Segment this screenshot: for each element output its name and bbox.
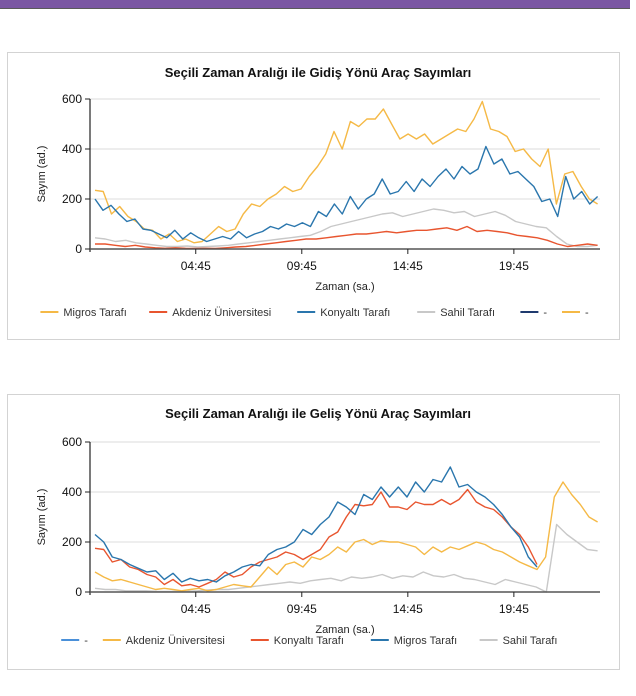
y-tick-label: 200 xyxy=(62,535,82,549)
x-tick-label: 19:45 xyxy=(499,259,529,273)
series-line-migros-tarafı[interactable] xyxy=(94,466,538,583)
legend-item[interactable]: - xyxy=(562,307,589,319)
series-line-akdeniz-üniversitesi[interactable] xyxy=(94,481,598,592)
chart-title: Seçili Zaman Aralığı ile Gidiş Yönü Araç… xyxy=(165,65,472,80)
x-axis-title: Zaman (sa.) xyxy=(315,281,374,293)
legend-item[interactable]: Migros Tarafı xyxy=(370,635,457,647)
legend-label: Sahil Tarafı xyxy=(440,307,495,319)
legend-label: - xyxy=(543,307,547,319)
x-tick-label: 14:45 xyxy=(393,602,423,616)
x-axis-title: Zaman (sa.) xyxy=(315,624,374,636)
y-tick-label: 200 xyxy=(62,192,82,206)
chart-title: Seçili Zaman Aralığı ile Geliş Yönü Araç… xyxy=(165,406,471,421)
chart-panel-border xyxy=(7,394,620,670)
legend-item[interactable]: - xyxy=(61,635,88,647)
y-tick-label: 400 xyxy=(62,485,82,499)
y-axis-title: Sayım (ad.) xyxy=(36,489,48,546)
y-tick-label: 600 xyxy=(62,435,82,449)
legend-label: Akdeniz Üniversitesi xyxy=(126,635,225,647)
legend-label: Migros Tarafı xyxy=(394,635,457,647)
series-line-konyaltı-tarafı[interactable] xyxy=(94,145,599,243)
y-tick-label: 600 xyxy=(62,92,82,106)
legend-label: Sahil Tarafı xyxy=(503,635,558,647)
chart-gelis: Seçili Zaman Aralığı ile Geliş Yönü Araç… xyxy=(7,394,620,670)
chart-panel-border xyxy=(7,52,620,340)
legend-item[interactable]: Sahil Tarafı xyxy=(479,635,558,647)
series-line-sahil-tarafı[interactable] xyxy=(94,523,598,593)
series-line-sahil-tarafı[interactable] xyxy=(94,208,598,248)
legend-item[interactable]: - xyxy=(520,307,547,319)
y-tick-label: 0 xyxy=(75,585,82,599)
x-tick-label: 09:45 xyxy=(287,602,317,616)
x-tick-label: 04:45 xyxy=(181,602,211,616)
legend-item[interactable]: Konyaltı Tarafı xyxy=(297,307,390,319)
legend-label: Konyaltı Tarafı xyxy=(274,635,344,647)
legend-item[interactable]: Akdeniz Üniversitesi xyxy=(102,635,225,647)
legend-label: Konyaltı Tarafı xyxy=(320,307,390,319)
legend-item[interactable]: Sahil Tarafı xyxy=(417,307,495,319)
y-tick-label: 0 xyxy=(75,242,82,256)
y-axis-title: Sayım (ad.) xyxy=(36,146,48,203)
series-line-konyaltı-tarafı[interactable] xyxy=(94,488,538,588)
x-tick-label: 09:45 xyxy=(287,259,317,273)
legend-label: - xyxy=(585,307,589,319)
legend-item[interactable]: Migros Tarafı xyxy=(40,307,127,319)
series-line-akdeniz-üniversitesi[interactable] xyxy=(95,225,598,250)
top-header-bar xyxy=(0,0,630,9)
series-line-migros-tarafı[interactable] xyxy=(94,100,598,244)
legend-label: Akdeniz Üniversitesi xyxy=(172,307,271,319)
chart-gidis: Seçili Zaman Aralığı ile Gidiş Yönü Araç… xyxy=(7,52,620,340)
y-tick-label: 400 xyxy=(62,142,82,156)
x-tick-label: 19:45 xyxy=(499,602,529,616)
legend-label: Migros Tarafı xyxy=(63,307,126,319)
x-tick-label: 04:45 xyxy=(181,259,211,273)
legend-item[interactable]: Akdeniz Üniversitesi xyxy=(149,307,271,319)
legend-item[interactable]: Konyaltı Tarafı xyxy=(250,635,344,647)
x-tick-label: 14:45 xyxy=(393,259,423,273)
legend-label: - xyxy=(84,635,88,647)
